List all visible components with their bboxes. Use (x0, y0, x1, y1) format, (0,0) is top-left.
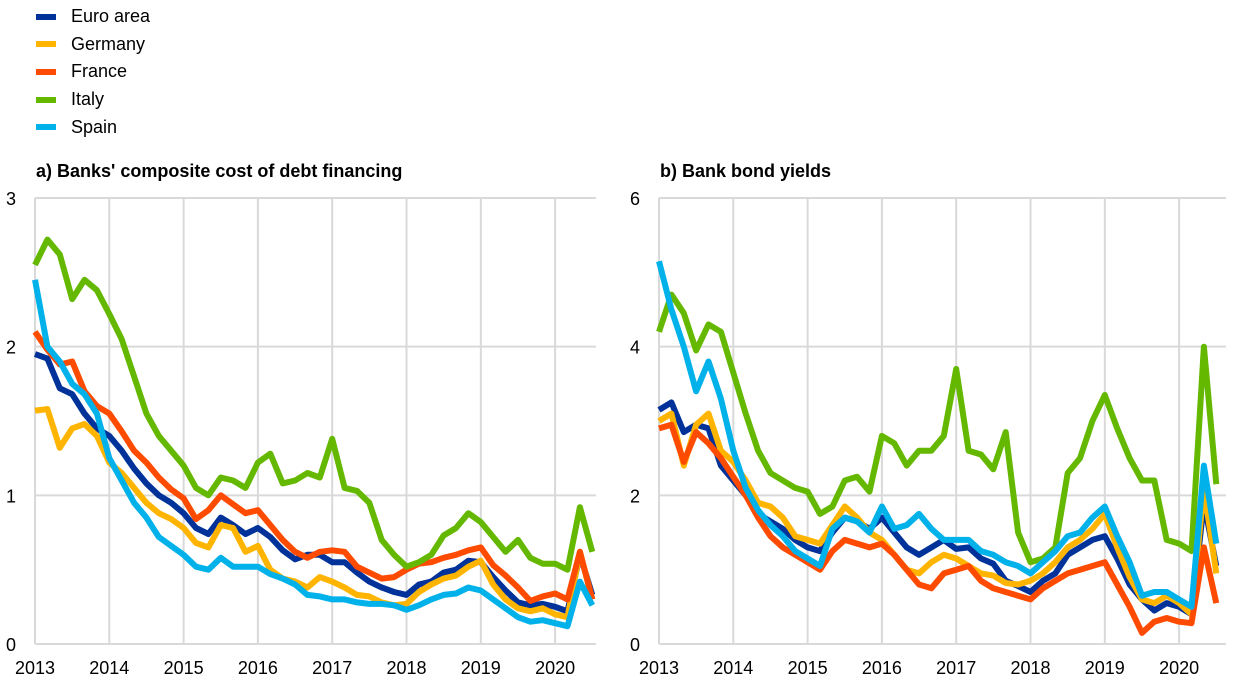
x-tick-label: 2017 (312, 658, 352, 678)
x-tick-label: 2013 (15, 658, 55, 678)
y-tick-label: 4 (630, 338, 640, 358)
x-tick-label: 2015 (788, 658, 828, 678)
x-tick-label: 2014 (713, 658, 753, 678)
legend: Euro area Germany France Italy Spain (36, 3, 150, 141)
x-tick-label: 2018 (386, 658, 426, 678)
panel-b-title: b) Bank bond yields (660, 161, 832, 181)
x-tick-label: 2019 (461, 658, 501, 678)
legend-label: Euro area (71, 6, 151, 27)
legend-label: Italy (71, 89, 105, 110)
legend-swatch (36, 124, 56, 131)
legend-item: Italy (36, 86, 150, 114)
x-tick-label: 2014 (89, 658, 129, 678)
y-tick-label: 2 (630, 486, 640, 506)
x-tick-label: 2020 (1159, 658, 1199, 678)
series-line-france (658, 421, 1220, 636)
x-tick-label: 2015 (164, 658, 204, 678)
y-tick-label: 0 (6, 635, 16, 655)
chart-panel-b: 2013 2014 2015 2016 2017 2018 2019 2020 0 2 4 6 (630, 189, 1226, 678)
x-tick-label: 2017 (936, 658, 976, 678)
legend-label: Germany (71, 33, 146, 54)
chart-panel-a: 2013 2014 2015 2016 2017 2018 2019 2020 0 1 2 3 (6, 189, 596, 678)
legend-swatch (36, 41, 56, 48)
y-tick-label: 2 (6, 338, 16, 358)
legend-item: Spain (36, 113, 150, 141)
series-line-italy (32, 236, 596, 573)
x-tick-label: 2018 (1010, 658, 1050, 678)
y-tick-label: 6 (630, 189, 640, 209)
series-line-france (32, 330, 596, 604)
legend-item: France (36, 58, 150, 86)
x-tick-label: 2016 (238, 658, 278, 678)
legend-label: Spain (71, 116, 118, 137)
x-tick-label: 2020 (535, 658, 575, 678)
legend-label: France (71, 61, 128, 82)
y-tick-label: 0 (630, 635, 640, 655)
series-line-spain (32, 279, 595, 630)
legend-swatch (36, 13, 56, 20)
series-line-italy (656, 291, 1220, 566)
series-line-euro-area (33, 351, 596, 615)
series-line-germany (34, 406, 596, 621)
legend-swatch (36, 68, 56, 75)
x-tick-label: 2013 (639, 658, 679, 678)
panel-a-title: a) Banks' composite cost of debt financi… (36, 161, 403, 181)
x-tick-label: 2019 (1085, 658, 1125, 678)
x-tick-label: 2016 (862, 658, 902, 678)
legend-item: Euro area (36, 3, 150, 31)
y-tick-label: 3 (6, 189, 16, 209)
series-line-germany (657, 410, 1220, 618)
y-tick-label: 1 (6, 486, 16, 506)
legend-item: Germany (36, 31, 150, 59)
legend-swatch (36, 96, 56, 103)
series-line-spain (656, 260, 1220, 610)
